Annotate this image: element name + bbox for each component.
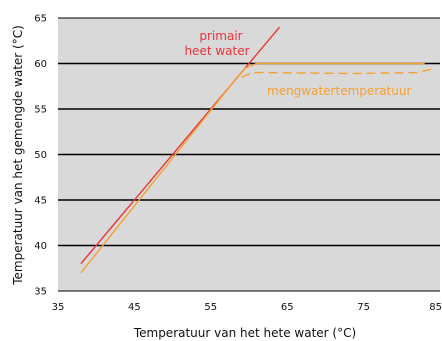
series-line-0 — [80, 26, 281, 265]
annotation-heet-water: heet water — [184, 44, 249, 58]
x-axis-title: Temperatuur van het hete water (°C) — [133, 326, 356, 340]
series-lines — [80, 26, 433, 274]
x-tick-label: 55 — [204, 302, 217, 313]
series-line-1 — [80, 62, 425, 274]
y-tick-label: 35 — [34, 287, 47, 298]
x-tick-labels: 35 45 55 65 75 85 — [52, 302, 442, 313]
x-tick-label: 65 — [281, 302, 294, 313]
x-tick-label: 85 — [429, 302, 442, 313]
annotation-primair: primair — [199, 29, 242, 43]
y-tick-label: 65 — [34, 14, 47, 25]
x-tick-label: 45 — [128, 302, 141, 313]
annotation-mengwatertemperatuur: mengwatertemperatuur — [267, 84, 411, 98]
y-tick-label: 50 — [34, 150, 47, 161]
y-tick-label: 60 — [34, 59, 47, 70]
y-axis-title: Temperatuur van het gemengde water (°C) — [11, 25, 25, 286]
y-tick-label: 55 — [34, 105, 47, 116]
x-tick-label: 75 — [357, 302, 370, 313]
x-tick-label: 35 — [52, 302, 65, 313]
y-tick-label: 45 — [34, 196, 47, 207]
y-tick-labels: 35 40 45 50 55 60 65 — [34, 14, 47, 298]
y-tick-label: 40 — [34, 241, 47, 252]
